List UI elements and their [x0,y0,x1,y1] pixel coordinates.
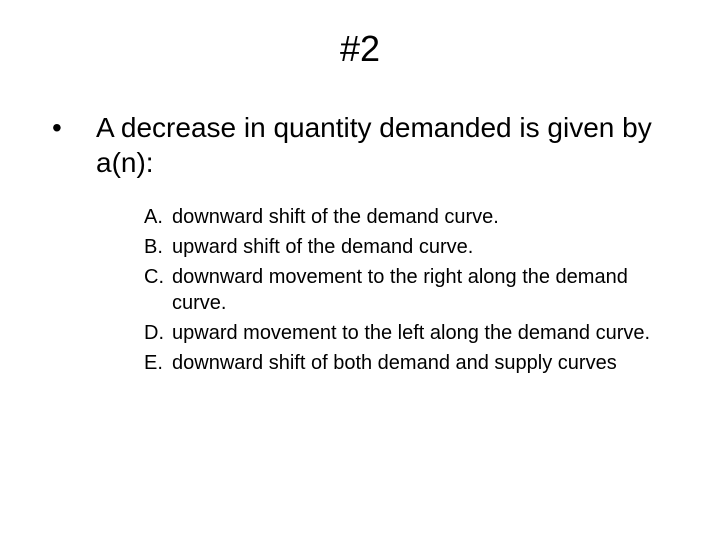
slide-container: #2 • A decrease in quantity demanded is … [0,0,720,540]
slide-title: #2 [48,28,672,70]
question-row: • A decrease in quantity demanded is giv… [48,110,672,180]
bullet-icon: • [48,110,96,145]
option-label: D. [144,320,172,346]
option-text: downward shift of the demand curve. [172,204,672,230]
option-label: A. [144,204,172,230]
option-label: B. [144,234,172,260]
option-text: downward movement to the right along the… [172,264,672,316]
option-label: C. [144,264,172,290]
option-b: B. upward shift of the demand curve. [144,234,672,260]
option-label: E. [144,350,172,376]
question-text: A decrease in quantity demanded is given… [96,110,672,180]
option-c: C. downward movement to the right along … [144,264,672,316]
options-list: A. downward shift of the demand curve. B… [144,204,672,376]
option-a: A. downward shift of the demand curve. [144,204,672,230]
option-text: upward movement to the left along the de… [172,320,672,346]
option-e: E. downward shift of both demand and sup… [144,350,672,376]
option-d: D. upward movement to the left along the… [144,320,672,346]
option-text: downward shift of both demand and supply… [172,350,672,376]
option-text: upward shift of the demand curve. [172,234,672,260]
